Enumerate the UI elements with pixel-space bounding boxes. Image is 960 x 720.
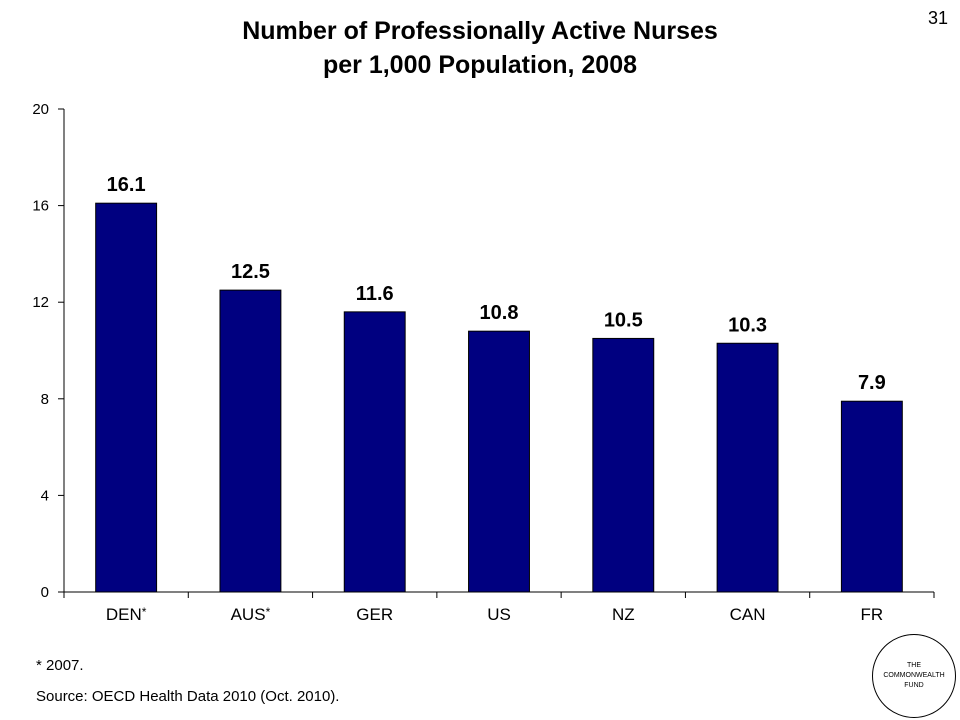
x-tick-label: DEN* xyxy=(106,605,147,624)
x-tick-label: AUS* xyxy=(231,605,271,624)
source-note: Source: OECD Health Data 2010 (Oct. 2010… xyxy=(36,688,340,705)
footnote: * 2007. xyxy=(36,657,84,674)
data-label: 11.6 xyxy=(356,283,394,305)
data-label: 7.9 xyxy=(858,372,886,394)
data-label: 10.3 xyxy=(728,314,767,336)
bar xyxy=(840,400,903,593)
x-tick-label: GER xyxy=(356,605,393,624)
chart-title: Number of Professionally Active Nurses p… xyxy=(110,14,850,82)
x-tick-label: CAN xyxy=(730,605,766,624)
logo-line-3: FUND xyxy=(904,682,924,689)
data-label: 16.1 xyxy=(107,174,146,196)
x-tick-label: FR xyxy=(861,605,884,624)
y-tick-label: 8 xyxy=(41,391,49,408)
y-tick-label: 12 xyxy=(32,294,49,311)
x-tick-label: US xyxy=(487,605,511,624)
chart-title-line-1: Number of Professionally Active Nurses xyxy=(242,17,718,45)
y-tick-label: 16 xyxy=(32,198,49,215)
bar xyxy=(592,337,655,593)
logo-line-2: COMMONWEALTH xyxy=(883,672,945,679)
x-tick-label: NZ xyxy=(612,605,635,624)
y-tick-label: 20 xyxy=(32,101,49,118)
slide-number: 31 xyxy=(927,8,948,28)
data-label: 10.5 xyxy=(604,309,643,331)
bar xyxy=(219,289,282,593)
x-tick-label-footnote-mark: * xyxy=(142,605,147,619)
bar xyxy=(343,311,406,593)
data-label: 10.8 xyxy=(480,302,519,324)
bar xyxy=(95,202,158,593)
commonwealth-fund-logo: THE COMMONWEALTH FUND xyxy=(872,634,956,718)
bar xyxy=(716,342,779,593)
bar xyxy=(468,330,530,593)
x-tick-label-footnote-mark: * xyxy=(266,605,271,619)
logo-line-1: THE xyxy=(907,662,921,669)
y-tick-label: 0 xyxy=(41,584,49,601)
data-label: 12.5 xyxy=(231,261,270,283)
y-tick-label: 4 xyxy=(41,487,49,504)
chart-title-line-2: per 1,000 Population, 2008 xyxy=(322,51,637,79)
